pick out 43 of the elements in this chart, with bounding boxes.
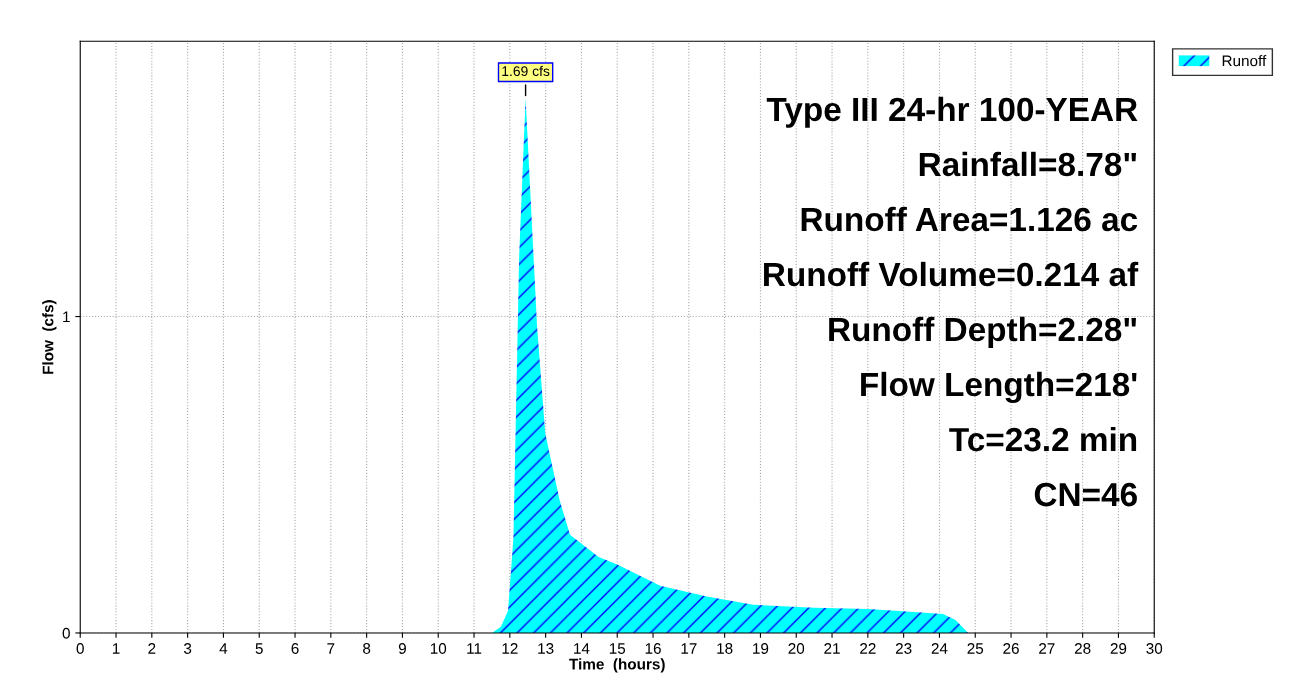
y-axis-title: Flow (cfs) (42, 300, 57, 374)
annotation: Tc=23.2 min (949, 426, 1137, 452)
annotation: Type III 24-hr 100-YEAR (766, 96, 1138, 128)
x-tick-label: 7 (327, 643, 335, 654)
annotation: Rainfall=8.78" (919, 151, 1136, 177)
x-tick-label: 9 (398, 643, 406, 654)
x-tick-label: 11 (467, 643, 482, 654)
x-tick-label: 16 (645, 643, 661, 654)
annotation: Runoff Area=1.126 ac (801, 206, 1138, 232)
x-tick-label: 27 (1039, 643, 1055, 654)
x-tick-label: 5 (255, 643, 263, 654)
x-tick-label: 21 (824, 643, 840, 654)
x-tick-label: 22 (860, 643, 876, 654)
annotation: Runoff Volume=0.214 af (764, 261, 1139, 287)
x-tick-label: 1 (112, 643, 120, 654)
x-tick-label: 3 (183, 643, 192, 654)
x-tick-label: 8 (363, 643, 371, 654)
x-tick-label: 26 (1003, 643, 1019, 654)
x-tick-label: 30 (1146, 643, 1163, 654)
x-tick-label: 12 (502, 643, 518, 654)
x-tick-label: 19 (753, 643, 769, 654)
x-tick-label: 17 (681, 643, 697, 654)
x-tick-label: 25 (967, 643, 984, 654)
x-tick-label: 0 (76, 643, 84, 654)
x-tick-label: 6 (291, 643, 299, 654)
x-tick-label: 10 (430, 643, 447, 654)
annotation: Runoff Depth=2.28" (829, 316, 1136, 348)
annotation: 1.69 cfs (502, 65, 550, 77)
x-tick-label: 20 (788, 643, 805, 654)
legend-label: Runoff (1222, 55, 1267, 67)
x-tick-label: 2 (148, 643, 156, 654)
x-tick-label: 24 (931, 643, 948, 654)
x-tick-label: 23 (895, 643, 912, 654)
annotation: Flow Length=218' (861, 371, 1137, 404)
x-tick-label: 15 (609, 643, 626, 654)
x-tick-label: 28 (1074, 643, 1091, 654)
x-tick-label: 18 (717, 643, 733, 654)
x-tick-label: 29 (1110, 643, 1127, 654)
annotation: CN=46 (1034, 482, 1137, 507)
x-tick-label: 13 (538, 643, 554, 654)
x-tick-label: 4 (219, 643, 228, 654)
x-tick-label: 14 (574, 643, 590, 654)
x-axis-title: Time (hours) (569, 658, 665, 673)
